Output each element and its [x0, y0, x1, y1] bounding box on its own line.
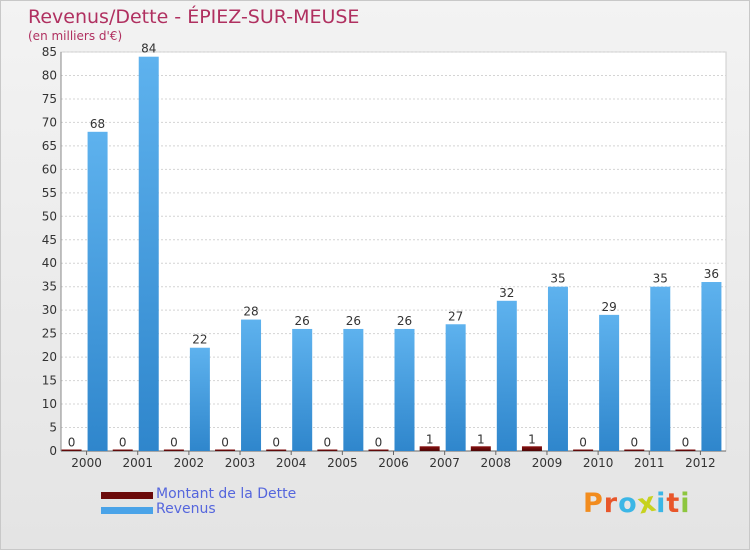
x-tick-label-2005: 2005: [327, 456, 358, 470]
bar-revenus-2007: [445, 324, 466, 451]
data-label-debt-2005: 0: [324, 436, 332, 450]
bar-debt-2011: [624, 449, 645, 451]
plot-area: [60, 51, 727, 452]
y-tick-label: 85: [42, 45, 57, 59]
data-label-revenus-2006: 26: [397, 314, 412, 328]
x-tick-label-2000: 2000: [71, 456, 102, 470]
logo-letter: P: [583, 488, 604, 519]
x-tick-label-2003: 2003: [225, 456, 256, 470]
bar-revenus-2002: [189, 347, 210, 451]
data-label-revenus-2011: 35: [653, 272, 668, 286]
y-tick-label: 5: [49, 421, 57, 435]
y-tick-label: 0: [49, 444, 57, 458]
y-tick-label: 55: [42, 186, 57, 200]
legend-swatch-revenus: [101, 507, 153, 514]
y-tick-label: 50: [42, 209, 57, 223]
data-label-debt-2003: 0: [221, 436, 229, 450]
bar-debt-2009: [521, 446, 542, 451]
logo-letter: i: [656, 488, 667, 519]
y-tick-label: 45: [42, 233, 57, 247]
data-label-debt-2002: 0: [170, 436, 178, 450]
x-tick-label-2008: 2008: [481, 456, 512, 470]
data-label-revenus-2003: 28: [243, 305, 258, 319]
data-label-debt-2001: 0: [119, 436, 127, 450]
data-label-debt-2012: 0: [682, 436, 690, 450]
y-tick-label: 65: [42, 139, 57, 153]
x-tick-label-2004: 2004: [276, 456, 307, 470]
bar-debt-2000: [61, 449, 82, 451]
y-tick-label: 30: [42, 303, 57, 317]
data-label-debt-2000: 0: [68, 436, 76, 450]
y-tick-label: 70: [42, 115, 57, 129]
bar-revenus-2009: [547, 286, 568, 451]
data-label-revenus-2009: 35: [550, 272, 565, 286]
bar-debt-2008: [470, 446, 491, 451]
data-label-debt-2010: 0: [579, 436, 587, 450]
x-tick-label-2001: 2001: [122, 456, 153, 470]
data-label-revenus-2000: 68: [90, 117, 105, 131]
legend-label-revenus: Revenus: [156, 501, 216, 517]
y-tick-label: 75: [42, 92, 57, 106]
y-tick-label: 20: [42, 350, 57, 364]
bar-revenus-2005: [343, 328, 364, 451]
logo-letter: r: [603, 488, 619, 519]
bar-revenus-2012: [701, 282, 722, 451]
bar-revenus-2008: [496, 300, 517, 451]
legend-swatch-debt: [101, 492, 153, 499]
x-tick-label-2009: 2009: [532, 456, 563, 470]
x-tick-label-2011: 2011: [634, 456, 665, 470]
bar-debt-2005: [317, 449, 338, 451]
x-tick-label-2006: 2006: [378, 456, 409, 470]
y-tick-label: 35: [42, 280, 57, 294]
logo-letter: o: [618, 488, 638, 519]
x-tick-label-2012: 2012: [685, 456, 716, 470]
data-label-revenus-2002: 22: [192, 333, 207, 347]
data-label-revenus-2008: 32: [499, 286, 514, 300]
bar-revenus-2010: [599, 314, 620, 451]
x-tick-label-2007: 2007: [429, 456, 460, 470]
data-label-revenus-2010: 29: [601, 300, 616, 314]
logo-letter: i: [680, 488, 691, 519]
bar-revenus-2000: [87, 131, 108, 452]
bar-debt-2003: [215, 449, 236, 451]
x-tick-label-2010: 2010: [583, 456, 614, 470]
logo-letter: t: [666, 488, 681, 519]
data-label-revenus-2004: 26: [295, 314, 310, 328]
bar-debt-2012: [675, 449, 696, 451]
y-tick-label: 15: [42, 374, 57, 388]
bar-debt-2001: [112, 449, 133, 451]
proxiti-logo: Proxiti: [583, 486, 691, 520]
y-tick-label: 80: [42, 68, 57, 82]
bar-revenus-2011: [650, 286, 671, 451]
bar-revenus-2004: [292, 328, 313, 451]
bar-revenus-2001: [138, 56, 159, 451]
data-label-debt-2004: 0: [272, 436, 280, 450]
data-label-revenus-2007: 27: [448, 309, 463, 323]
data-label-debt-2009: 1: [528, 432, 536, 446]
data-label-debt-2007: 1: [426, 432, 434, 446]
y-tick-label: 40: [42, 256, 57, 270]
bar-revenus-2006: [394, 328, 415, 451]
y-tick-label: 60: [42, 162, 57, 176]
bar-revenus-2003: [241, 319, 262, 451]
data-label-revenus-2012: 36: [704, 267, 719, 281]
bar-debt-2004: [266, 449, 287, 451]
bar-debt-2002: [163, 449, 184, 451]
data-label-debt-2011: 0: [630, 436, 638, 450]
y-tick-label: 25: [42, 327, 57, 341]
data-label-debt-2008: 1: [477, 432, 485, 446]
bar-debt-2007: [419, 446, 440, 451]
chart-title: Revenus/Dette - ÉPIEZ-SUR-MEUSE: [28, 6, 360, 28]
data-label-revenus-2005: 26: [346, 314, 361, 328]
bar-debt-2006: [368, 449, 389, 451]
bar-debt-2010: [573, 449, 594, 451]
y-tick-label: 10: [42, 397, 57, 411]
legend-label-debt: Montant de la Dette: [156, 486, 297, 502]
data-label-debt-2006: 0: [375, 436, 383, 450]
chart-unit-subtitle: (en milliers d'€): [28, 29, 123, 43]
x-tick-label-2002: 2002: [174, 456, 205, 470]
data-label-revenus-2001: 84: [141, 42, 156, 56]
